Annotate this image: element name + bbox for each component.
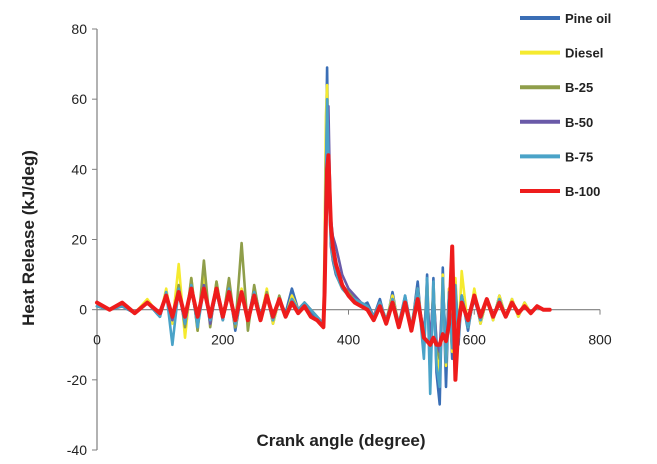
y-tick-label: 80 xyxy=(71,21,87,37)
x-tick-label: 600 xyxy=(463,332,487,348)
legend-label-b-50: B-50 xyxy=(565,115,593,130)
axes-layer xyxy=(92,28,601,451)
y-axis-title: Heat Release (kJ/deg) xyxy=(19,150,38,326)
x-tick-label: 400 xyxy=(337,332,361,348)
y-tick-label: 40 xyxy=(71,161,87,177)
y-tick-label: 20 xyxy=(71,232,87,248)
legend-label-pine-oil: Pine oil xyxy=(565,11,611,26)
y-tick-label: 0 xyxy=(79,302,87,318)
x-tick-label: 800 xyxy=(588,332,612,348)
legend-label-b-100: B-100 xyxy=(565,184,600,199)
x-axis-title: Crank angle (degree) xyxy=(256,431,425,450)
y-tick-label: -40 xyxy=(67,442,87,458)
y-tick-label: 60 xyxy=(71,91,87,107)
series-line-diesel xyxy=(95,83,552,375)
legend-label-b-25: B-25 xyxy=(565,80,593,95)
series-layer xyxy=(95,66,552,406)
legend-label-b-75: B-75 xyxy=(565,149,593,164)
legend: Pine oil Diesel B-25 B-50 B-75 B-100 xyxy=(520,11,611,199)
x-tick-label: 0 xyxy=(93,332,101,348)
series-line-b-100 xyxy=(95,153,552,382)
x-tick-label: 200 xyxy=(211,332,235,348)
y-tick-label: -20 xyxy=(67,372,87,388)
legend-label-diesel: Diesel xyxy=(565,46,603,61)
